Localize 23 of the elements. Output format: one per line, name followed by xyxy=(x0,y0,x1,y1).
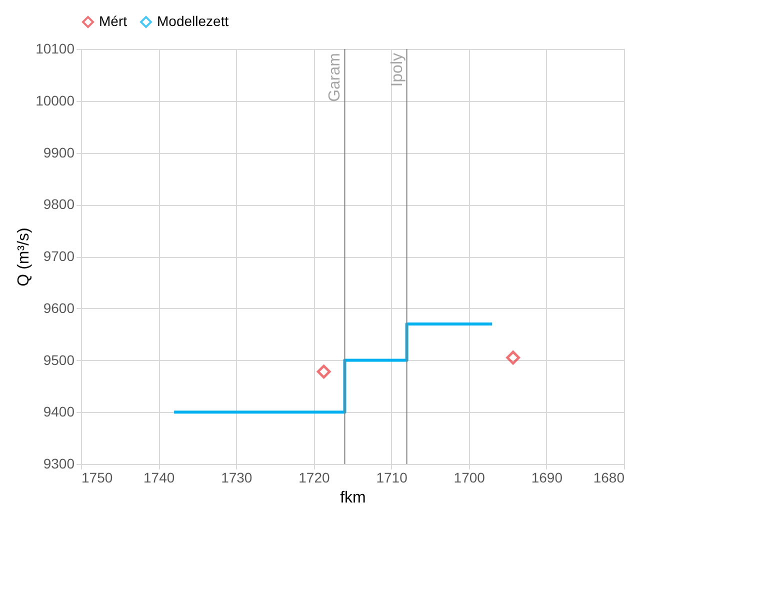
x-tick-label: 1740 xyxy=(143,470,175,486)
y-tick-label: 9300 xyxy=(43,456,75,472)
legend-label: Modellezett xyxy=(157,13,229,29)
y-axis-title: Q (m³/s) xyxy=(16,228,33,286)
legend-label: Mért xyxy=(99,13,128,29)
y-tick-label: 9500 xyxy=(43,352,75,368)
ref-line-label: Ipoly xyxy=(388,53,406,87)
y-tick-label: 9700 xyxy=(43,248,75,264)
x-tick-label: 1720 xyxy=(298,470,330,486)
ref-line-label: Garam xyxy=(326,53,344,102)
x-tick-label: 1680 xyxy=(593,470,625,486)
x-tick-label: 1690 xyxy=(531,470,563,486)
y-tick-label: 10100 xyxy=(36,40,75,56)
x-tick-label: 1750 xyxy=(82,470,113,486)
y-tick-label: 10000 xyxy=(36,92,75,108)
y-tick-label: 9600 xyxy=(43,300,75,316)
x-tick-label: 1700 xyxy=(454,470,486,486)
y-tick-label: 9400 xyxy=(43,404,75,420)
y-tick-label: 9900 xyxy=(43,144,75,160)
y-tick-label: 9800 xyxy=(43,196,75,212)
x-axis-title: fkm xyxy=(340,490,366,506)
x-tick-label: 1730 xyxy=(221,470,252,486)
x-tick-label: 1710 xyxy=(376,470,408,486)
